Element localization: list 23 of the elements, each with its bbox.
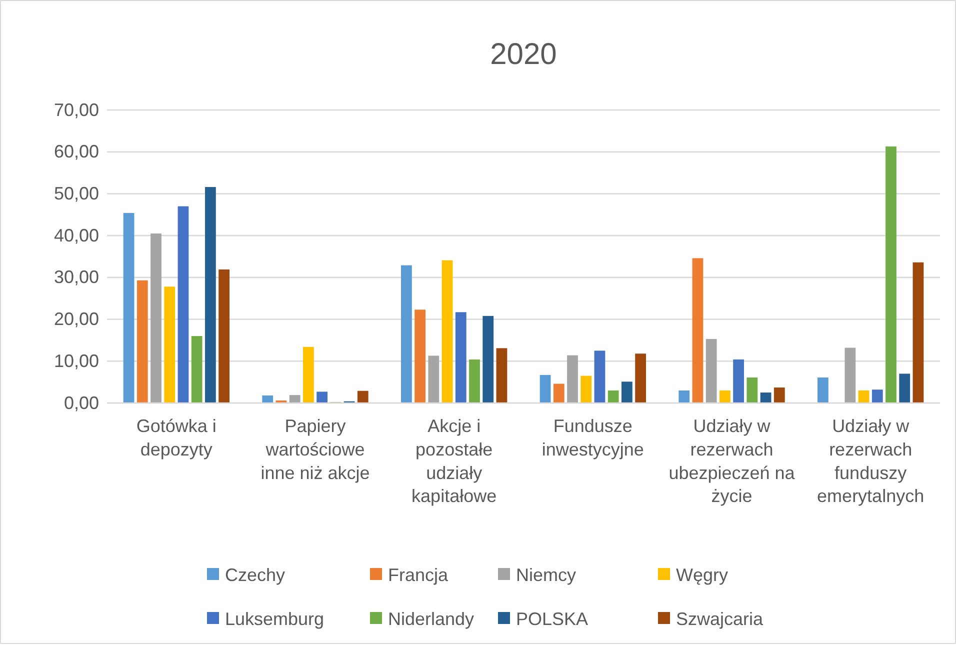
legend-label: Luksemburg [225,609,324,629]
x-tick-label: Akcje i pozostałe udziały kapitałowe [412,416,497,506]
y-tick-label: 50,00 [54,183,99,204]
legend-label: Czechy [225,565,286,585]
x-tick-label: Fundusze inwestycyjne [542,416,644,460]
y-tick-label: 30,00 [54,267,99,288]
y-tick-label: 0,00 [64,392,99,413]
legend-label: POLSKA [516,609,588,629]
x-tick-label: Papiery wartościowe inne niż akcje [260,416,370,483]
legend-label: Niderlandy [388,609,474,629]
y-tick-label: 70,00 [54,100,99,120]
legend-label: Francja [388,565,450,585]
y-tick-label: 40,00 [54,225,99,246]
x-tick-label: Udziały w rezerwach funduszy emerytalnych [817,416,924,506]
legend-label: Szwajcaria [676,609,764,629]
y-tick-label: 20,00 [54,309,99,330]
chart-title: 2020 [490,38,557,71]
legend-label: Niemcy [516,565,576,585]
x-tick-label: Udziały w rezerwach ubezpieczeń na życie [668,416,796,506]
y-tick-label: 60,00 [54,142,99,162]
x-tick-label: Gotówka i depozyty [136,416,216,460]
y-tick-label: 10,00 [54,350,99,371]
legend-label: Węgry [676,565,728,585]
